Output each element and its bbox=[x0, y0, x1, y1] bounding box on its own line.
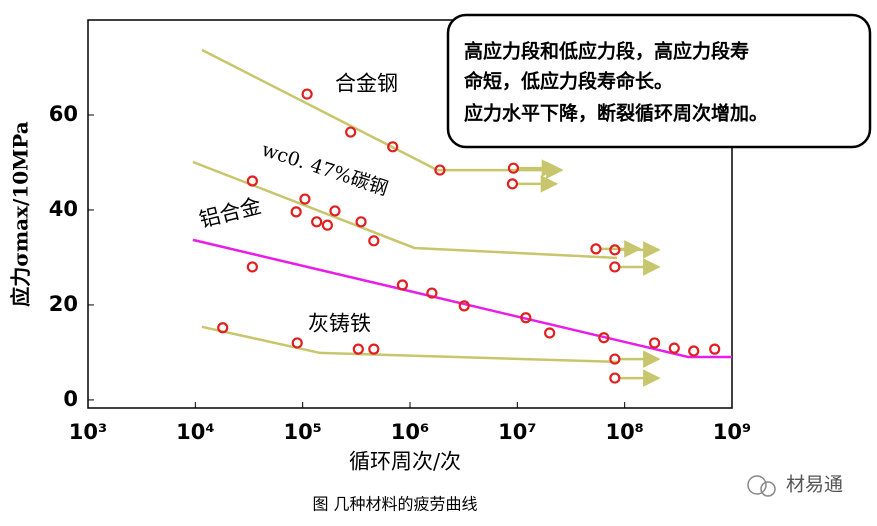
point bbox=[709, 343, 721, 355]
x-tick-label: 10⁵ bbox=[283, 420, 321, 444]
point bbox=[291, 337, 303, 349]
runout-point bbox=[506, 178, 519, 190]
annotation-line: 命短，低应力段寿命长。 bbox=[464, 70, 673, 93]
annotation-line: 应力水平下降，断裂循环周次增加。 bbox=[464, 102, 768, 125]
annotation-line: 高应力段和低应力段，高应力段寿 bbox=[464, 40, 749, 63]
x-tick-label: 10⁷ bbox=[498, 420, 536, 444]
point bbox=[396, 279, 409, 291]
point bbox=[368, 343, 380, 355]
point bbox=[520, 312, 532, 324]
series-label: 灰铸铁 bbox=[308, 312, 371, 336]
watermark: 材易通 bbox=[786, 474, 843, 496]
caption: 图 几种材料的疲劳曲线 bbox=[312, 495, 477, 514]
curve bbox=[201, 48, 564, 179]
y-tick-label: 0 bbox=[63, 387, 78, 411]
watermark-icon bbox=[747, 475, 776, 497]
y-tick-label: 60 bbox=[49, 102, 78, 126]
point bbox=[355, 216, 367, 228]
y-axis-label: 应力σmax/10MPa bbox=[9, 121, 33, 307]
y-tick-label: 20 bbox=[49, 292, 78, 316]
point bbox=[290, 206, 302, 218]
point bbox=[688, 345, 700, 357]
curve bbox=[192, 238, 732, 359]
point bbox=[246, 175, 258, 187]
point bbox=[648, 337, 661, 349]
x-tick-label: 10⁴ bbox=[176, 420, 214, 444]
curve bbox=[192, 160, 618, 260]
runout-point bbox=[609, 372, 621, 384]
point bbox=[668, 342, 680, 354]
x-tick-label: 10³ bbox=[69, 420, 107, 444]
series-label: 铝合金 bbox=[197, 194, 264, 233]
point bbox=[329, 205, 341, 217]
y-tick-label: 40 bbox=[49, 197, 78, 221]
runout-point bbox=[609, 261, 621, 273]
runout-point bbox=[609, 244, 621, 256]
x-tick-label: 10⁸ bbox=[605, 420, 643, 444]
runout-point bbox=[590, 243, 602, 255]
point bbox=[434, 164, 446, 176]
series-label: wc0. 47%碳钢 bbox=[259, 139, 391, 201]
point bbox=[299, 193, 311, 205]
point bbox=[311, 216, 323, 228]
point bbox=[345, 126, 357, 138]
point bbox=[598, 332, 610, 344]
point bbox=[387, 141, 399, 153]
point bbox=[321, 219, 334, 231]
x-tick-label: 10⁹ bbox=[713, 420, 751, 444]
point bbox=[217, 322, 229, 334]
point bbox=[426, 287, 438, 299]
runout-point bbox=[507, 162, 520, 174]
curve bbox=[201, 325, 618, 364]
x-axis-label: 循环周次/次 bbox=[349, 450, 461, 474]
point bbox=[352, 343, 364, 355]
point bbox=[458, 300, 470, 312]
point bbox=[368, 235, 380, 247]
runout-point bbox=[609, 353, 621, 365]
annotation-box bbox=[446, 13, 872, 149]
series-label: 合金钢 bbox=[335, 72, 398, 96]
x-tick-label: 10⁶ bbox=[391, 420, 429, 444]
point bbox=[544, 327, 556, 339]
point bbox=[301, 88, 313, 100]
point bbox=[246, 261, 258, 273]
